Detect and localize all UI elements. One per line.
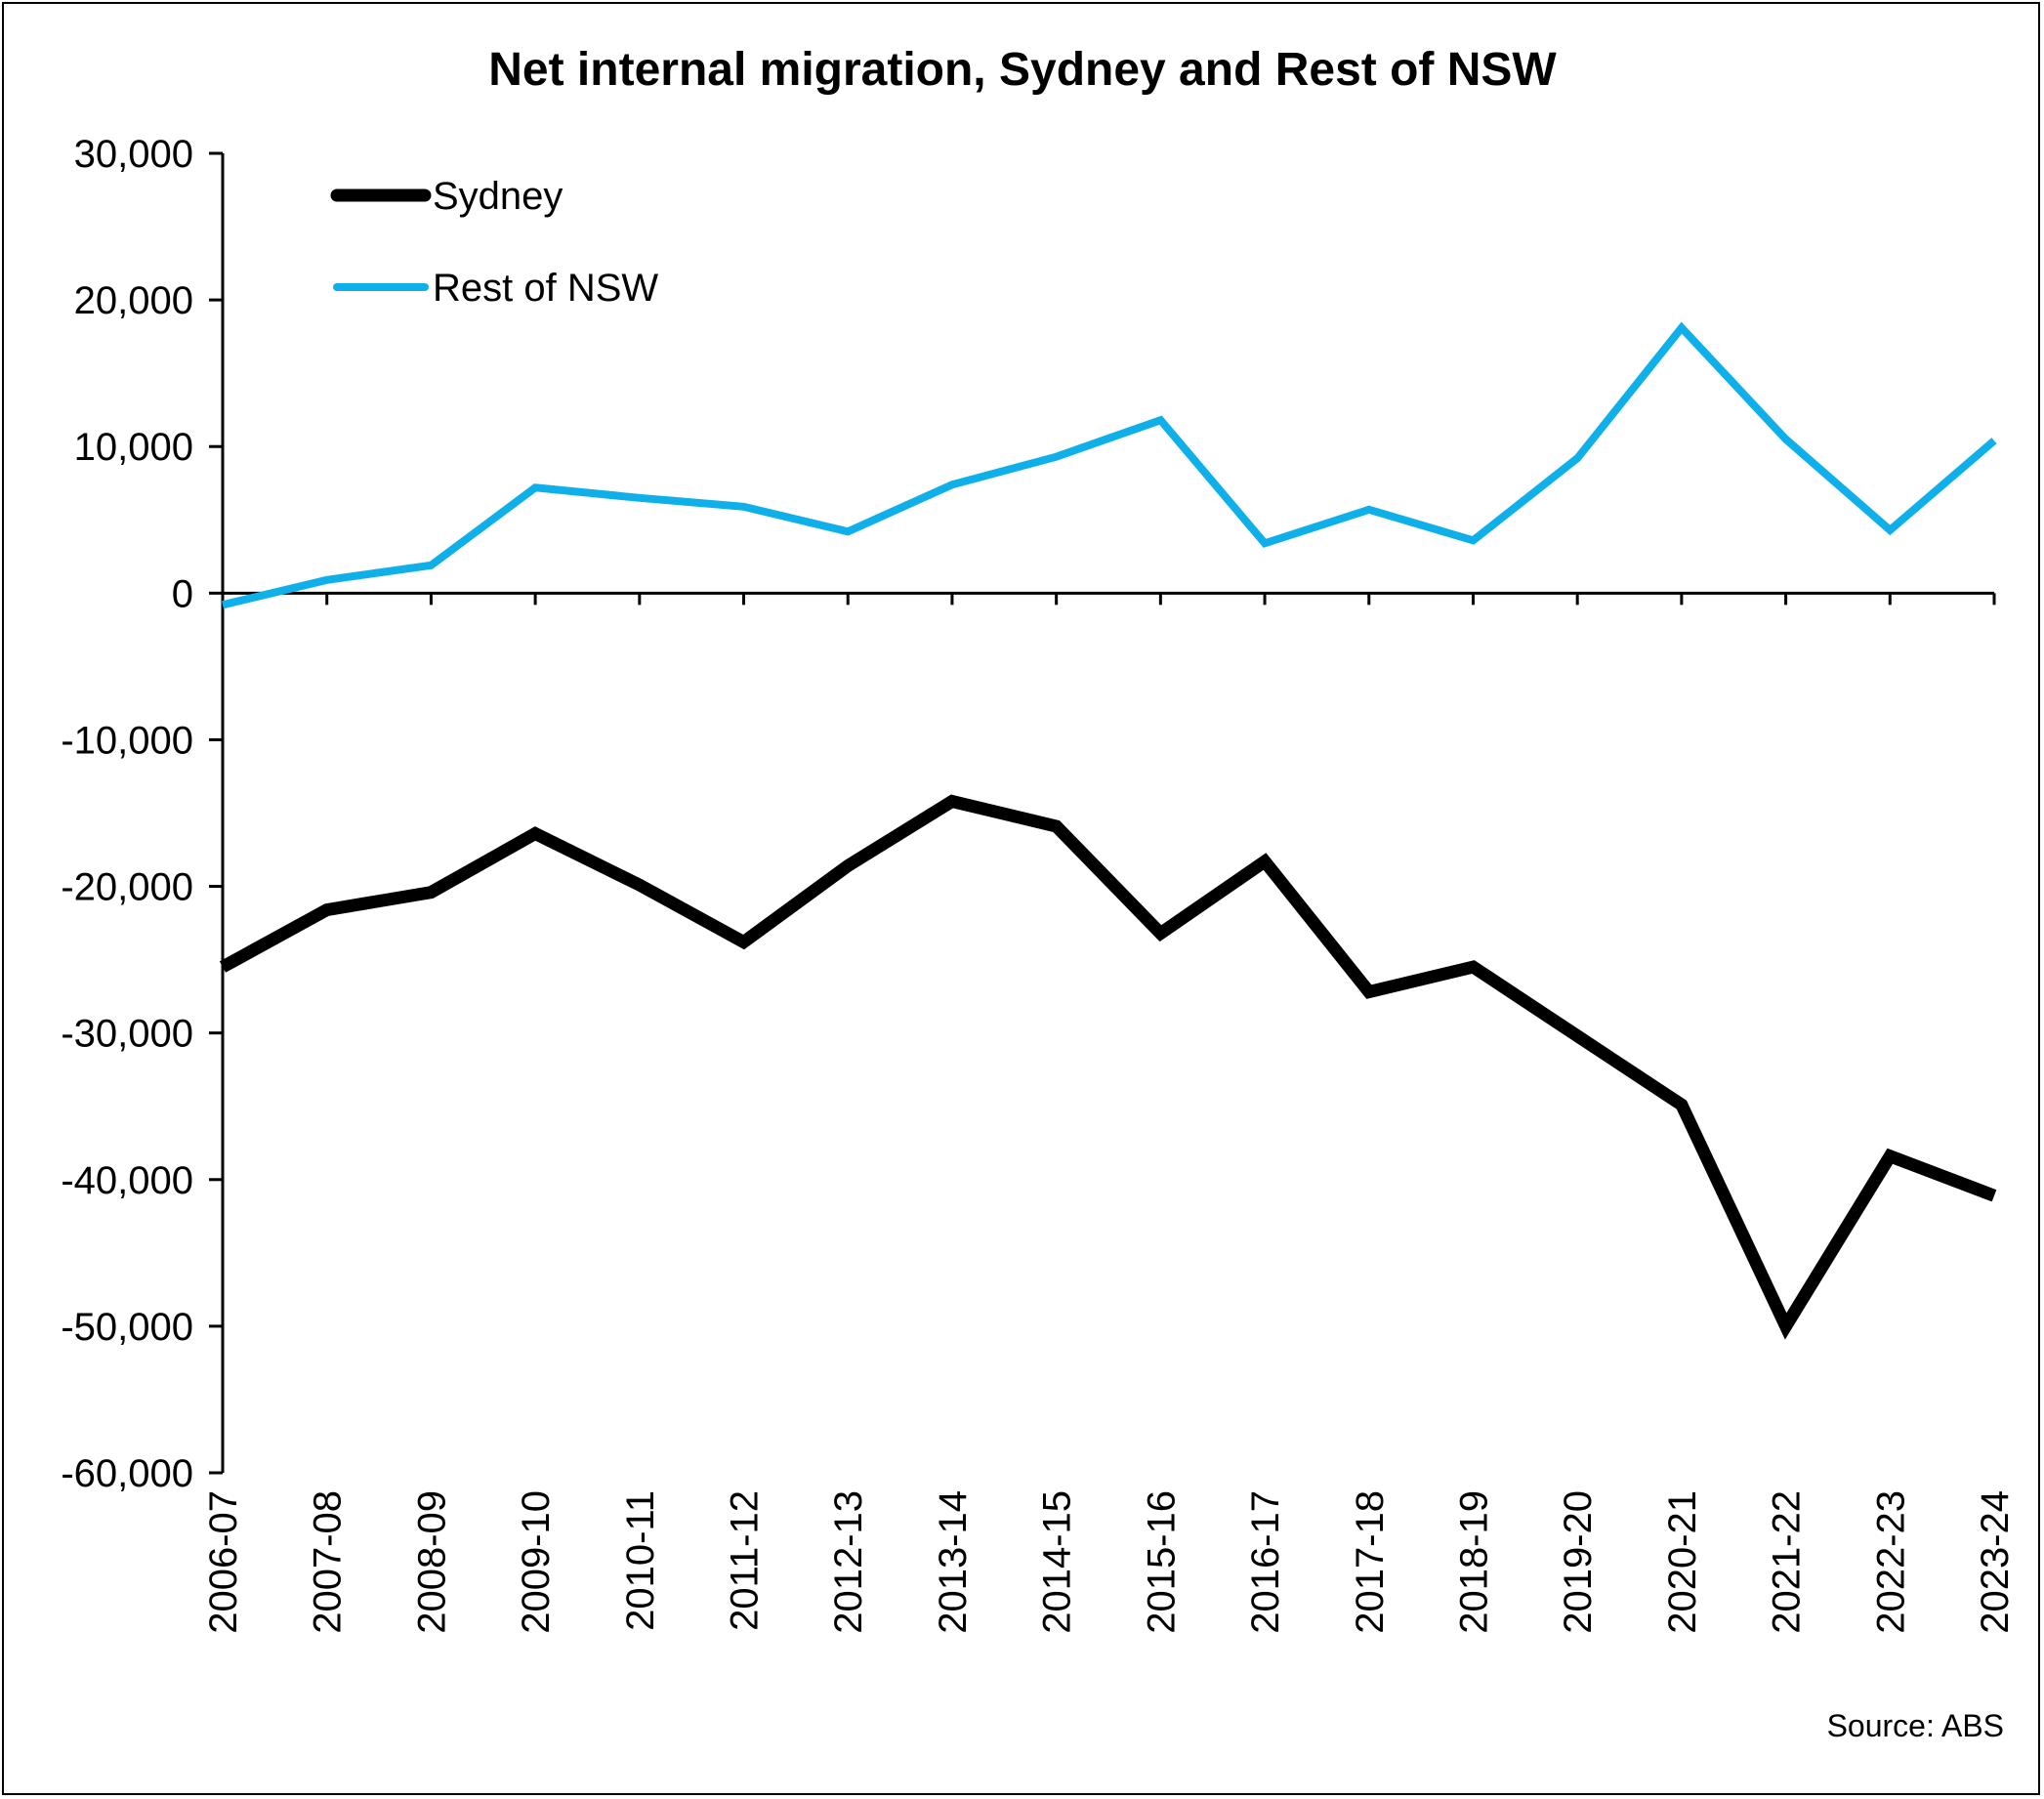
data-point <box>951 801 952 802</box>
x-tick-label: 2017-18 <box>1349 1490 1392 1634</box>
data-point <box>535 833 536 834</box>
x-tick-label: 2022-23 <box>1869 1490 1912 1634</box>
data-point <box>639 497 640 498</box>
data-point <box>639 885 640 886</box>
data-point <box>1265 861 1266 862</box>
data-point <box>535 487 536 488</box>
data-point <box>1577 458 1578 459</box>
data-point <box>1056 826 1057 827</box>
series-line <box>222 321 1997 609</box>
data-point <box>223 967 224 968</box>
y-tick-label: -10,000 <box>61 719 193 762</box>
x-tick-label: 2014-15 <box>1036 1490 1079 1634</box>
x-tick-label: 2007-08 <box>307 1490 350 1634</box>
data-point <box>1890 529 1891 530</box>
y-tick-label: -60,000 <box>61 1452 193 1495</box>
x-tick-label: 2011-12 <box>724 1490 767 1631</box>
chart-title: Net internal migration, Sydney and Rest … <box>488 44 1557 96</box>
data-point <box>1056 456 1057 457</box>
data-point <box>1473 967 1474 968</box>
x-axis: 2006-07 2007-08 2008-09 2009-10 2010-11 2011-… <box>202 591 2017 1634</box>
x-tick-label: 2009-10 <box>515 1490 558 1634</box>
data-point <box>1473 540 1474 541</box>
x-tick-label: 2018-19 <box>1452 1490 1495 1634</box>
data-point <box>1785 1325 1786 1326</box>
x-tick-label: 2010-11 <box>619 1490 662 1631</box>
x-tick-label: 2015-16 <box>1140 1490 1183 1634</box>
data-point <box>951 484 952 485</box>
data-point <box>743 506 744 507</box>
x-tick-label: 2012-13 <box>827 1490 870 1634</box>
data-point <box>1994 440 1995 441</box>
data-point <box>1994 1195 1995 1196</box>
x-tick-label: 2008-09 <box>410 1490 453 1634</box>
y-tick-label: 0 <box>172 572 193 615</box>
y-tick-label: -50,000 <box>61 1306 193 1349</box>
y-tick-label: 30,000 <box>74 133 193 176</box>
data-point <box>1681 327 1682 328</box>
x-tick-label: 2023-24 <box>1974 1490 2017 1634</box>
y-tick-label: -40,000 <box>61 1159 193 1202</box>
y-tick-label: -30,000 <box>61 1013 193 1056</box>
legend: Sydney Rest of NSW <box>330 175 658 310</box>
x-tick-label: 2013-14 <box>932 1490 975 1634</box>
x-tick-label: 2006-07 <box>202 1490 245 1634</box>
series-rest-of-nsw <box>222 321 1997 609</box>
source-note: Source: ABS <box>1827 1708 2004 1743</box>
data-point <box>743 941 744 942</box>
legend-label: Rest of NSW <box>433 267 658 310</box>
x-tick-label: 2019-20 <box>1557 1490 1600 1634</box>
data-point <box>326 909 327 910</box>
data-point <box>1890 1155 1891 1156</box>
data-point <box>1368 991 1369 992</box>
x-tick-label: 2020-21 <box>1661 1490 1704 1634</box>
y-tick-label: -20,000 <box>61 866 193 909</box>
legend-label: Sydney <box>433 175 563 218</box>
y-tick-label: 20,000 <box>74 279 193 322</box>
data-point <box>1368 509 1369 510</box>
y-axis: 30,000 20,000 10,000 0 -10,000 -20,000 -30,000… <box>61 133 225 1495</box>
data-point <box>326 579 327 580</box>
data-point <box>223 605 224 606</box>
series-line <box>219 794 1997 1340</box>
data-point <box>1160 420 1161 421</box>
data-point <box>848 531 849 532</box>
y-tick-label: 10,000 <box>74 426 193 469</box>
series-layer <box>219 321 1997 1340</box>
x-tick-label: 2016-17 <box>1244 1490 1287 1634</box>
data-point <box>1681 1105 1682 1106</box>
data-point <box>1160 933 1161 934</box>
data-point <box>848 865 849 866</box>
series-sydney <box>219 794 1997 1340</box>
data-point <box>1265 543 1266 544</box>
data-point <box>1577 1035 1578 1036</box>
data-point <box>431 892 432 893</box>
x-tick-label: 2021-22 <box>1766 1490 1809 1634</box>
